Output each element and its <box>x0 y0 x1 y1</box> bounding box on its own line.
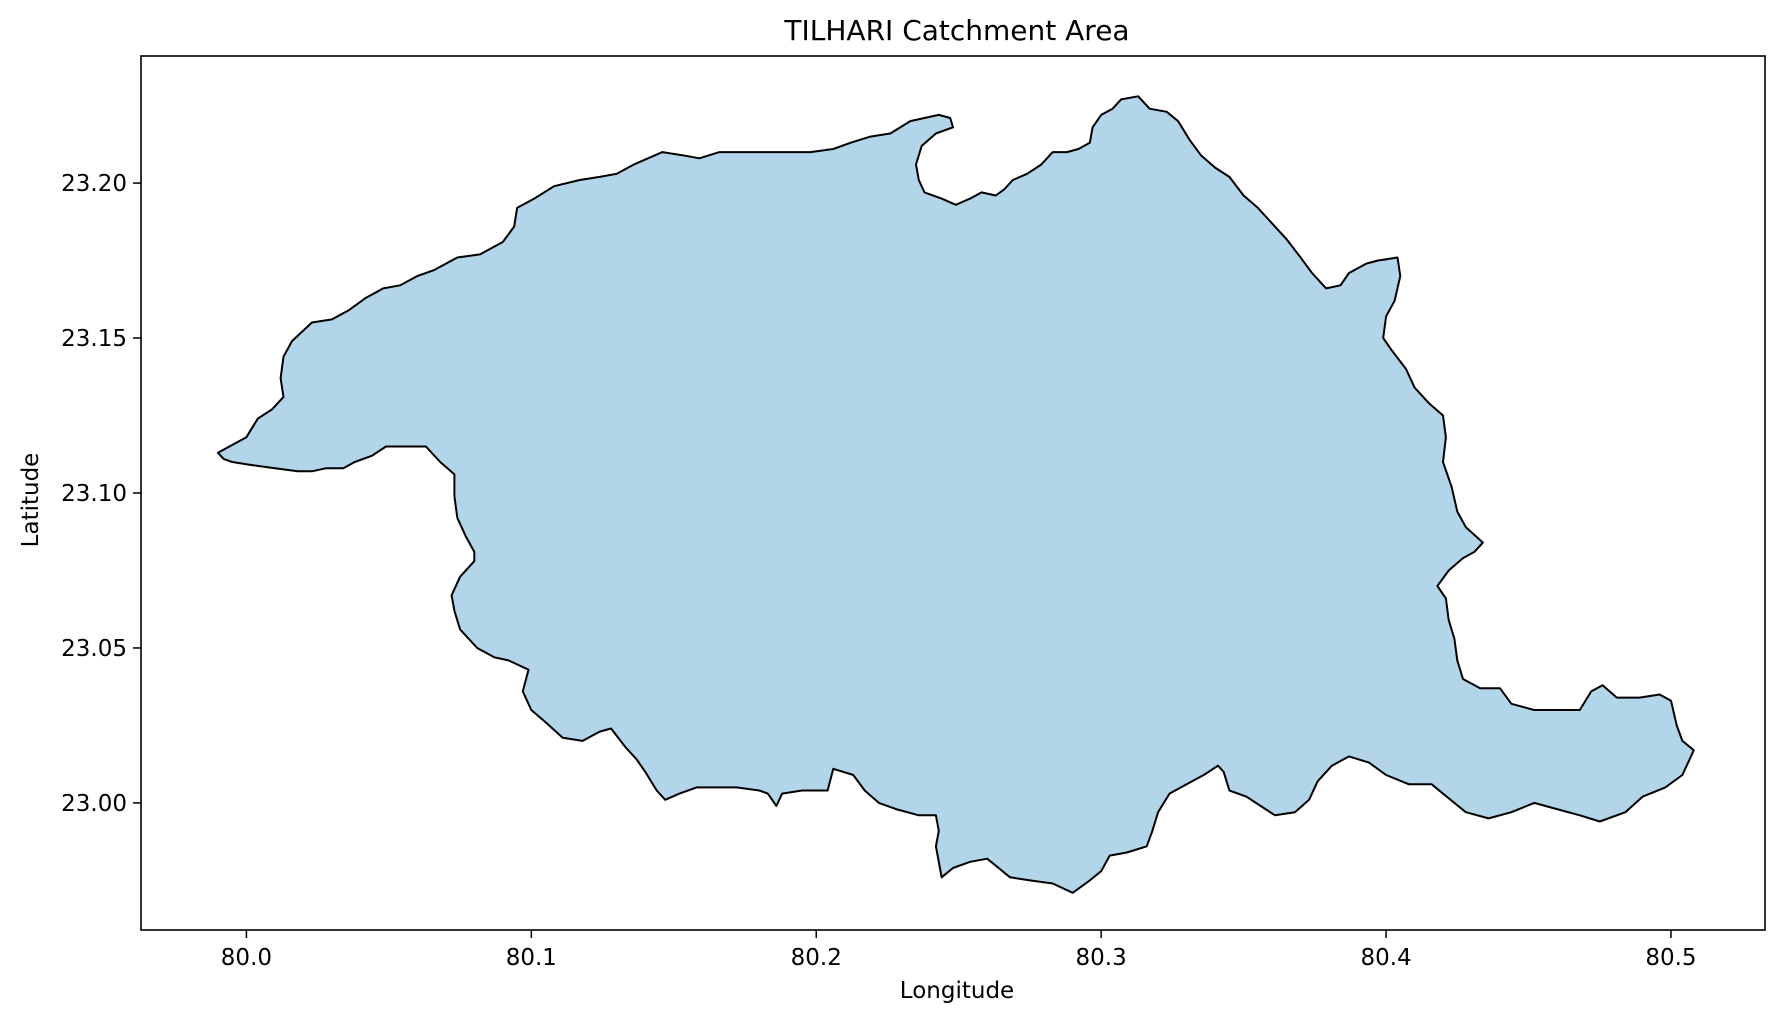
x-tick-label: 80.4 <box>1360 945 1411 971</box>
x-tick-label: 80.5 <box>1645 945 1696 971</box>
y-tick-label: 23.00 <box>61 791 127 817</box>
y-tick-label: 23.20 <box>61 171 127 197</box>
y-tick-label: 23.05 <box>61 636 127 662</box>
x-axis-ticks: 80.0 80.1 80.2 80.3 80.4 80.5 <box>221 930 1697 971</box>
chart-title: TILHARI Catchment Area <box>783 14 1129 47</box>
y-axis-ticks: 23.00 23.05 23.10 23.15 23.20 <box>61 171 141 817</box>
y-axis-label: Latitude <box>18 453 44 548</box>
y-tick-label: 23.15 <box>61 326 127 352</box>
plot-area <box>140 55 1766 931</box>
catchment-boundary-polygon <box>216 95 1695 894</box>
y-tick-label: 23.10 <box>61 481 127 507</box>
x-tick-label: 80.2 <box>791 945 842 971</box>
x-tick-label: 80.1 <box>506 945 557 971</box>
x-tick-label: 80.3 <box>1076 945 1127 971</box>
x-tick-label: 80.0 <box>221 945 272 971</box>
x-axis-label: Longitude <box>900 978 1014 1004</box>
